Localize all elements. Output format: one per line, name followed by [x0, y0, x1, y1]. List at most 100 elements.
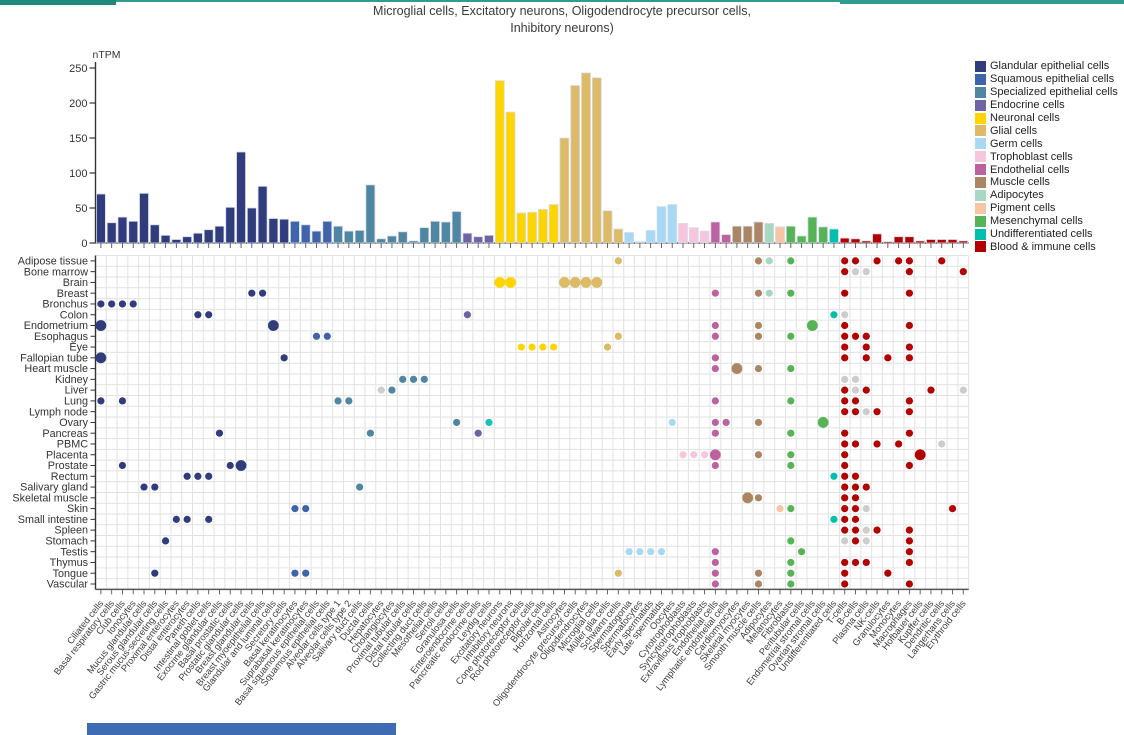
- expression-dot[interactable]: [841, 515, 849, 523]
- bar[interactable]: [440, 221, 451, 244]
- expression-dot[interactable]: [905, 580, 913, 588]
- expression-dot[interactable]: [862, 408, 870, 416]
- bar[interactable]: [516, 212, 527, 244]
- expression-dot[interactable]: [323, 332, 331, 340]
- expression-dot[interactable]: [647, 548, 655, 556]
- expression-dot[interactable]: [873, 257, 881, 265]
- expression-dot[interactable]: [851, 386, 860, 394]
- expression-dot[interactable]: [959, 268, 967, 276]
- expression-dot[interactable]: [851, 483, 860, 491]
- expression-dot[interactable]: [817, 417, 829, 428]
- expression-dot[interactable]: [905, 268, 913, 276]
- bar[interactable]: [408, 240, 419, 244]
- bar[interactable]: [710, 221, 721, 244]
- bar[interactable]: [376, 238, 387, 244]
- bar[interactable]: [117, 216, 128, 244]
- expression-dot[interactable]: [841, 354, 849, 362]
- bar[interactable]: [354, 229, 365, 244]
- bar[interactable]: [581, 72, 591, 244]
- bar[interactable]: [807, 216, 818, 244]
- expression-dot[interactable]: [235, 460, 247, 471]
- expression-dot[interactable]: [194, 472, 202, 480]
- expression-dot[interactable]: [453, 418, 461, 427]
- expression-dot[interactable]: [862, 504, 870, 513]
- expression-dot[interactable]: [711, 354, 719, 362]
- expression-dot[interactable]: [118, 397, 127, 405]
- expression-dot[interactable]: [862, 354, 870, 362]
- expression-dot[interactable]: [709, 449, 721, 461]
- expression-dot[interactable]: [356, 483, 364, 491]
- expression-dot[interactable]: [151, 569, 159, 577]
- expression-dot[interactable]: [841, 289, 849, 297]
- expression-dot[interactable]: [711, 429, 719, 437]
- expression-dot[interactable]: [754, 321, 763, 330]
- bar[interactable]: [742, 225, 753, 244]
- expression-dot[interactable]: [841, 343, 849, 351]
- bar[interactable]: [333, 225, 343, 244]
- bar[interactable]: [236, 151, 246, 244]
- expression-dot[interactable]: [938, 257, 946, 265]
- expression-dot[interactable]: [905, 289, 913, 297]
- expression-dot[interactable]: [905, 548, 913, 556]
- expression-dot[interactable]: [841, 558, 849, 567]
- expression-dot[interactable]: [841, 440, 849, 448]
- expression-dot[interactable]: [754, 494, 763, 502]
- expression-dot[interactable]: [580, 277, 592, 288]
- bar[interactable]: [602, 210, 613, 244]
- bar[interactable]: [882, 241, 893, 244]
- expression-dot[interactable]: [830, 515, 838, 523]
- expression-dot[interactable]: [505, 277, 516, 288]
- bar[interactable]: [591, 77, 602, 244]
- bar[interactable]: [624, 232, 635, 244]
- expression-dot[interactable]: [841, 257, 849, 265]
- expression-dot[interactable]: [754, 418, 763, 427]
- expression-dot[interactable]: [754, 289, 763, 297]
- expression-dot[interactable]: [851, 332, 860, 340]
- expression-dot[interactable]: [841, 429, 849, 437]
- expression-dot[interactable]: [862, 386, 870, 394]
- expression-dot[interactable]: [517, 343, 525, 351]
- expression-dot[interactable]: [161, 537, 170, 545]
- expression-dot[interactable]: [851, 515, 860, 523]
- expression-dot[interactable]: [485, 418, 493, 427]
- bar[interactable]: [688, 227, 699, 244]
- expression-dot[interactable]: [851, 504, 860, 513]
- bar[interactable]: [527, 211, 537, 244]
- expression-dot[interactable]: [895, 257, 903, 265]
- expression-dot[interactable]: [711, 558, 719, 567]
- bar[interactable]: [160, 234, 171, 244]
- bar[interactable]: [268, 218, 279, 244]
- expression-dot[interactable]: [636, 548, 644, 556]
- bar[interactable]: [193, 232, 203, 244]
- expression-dot[interactable]: [291, 569, 299, 577]
- expression-dot[interactable]: [754, 451, 763, 459]
- bar[interactable]: [915, 240, 926, 244]
- expression-dot[interactable]: [873, 408, 881, 416]
- expression-dot[interactable]: [97, 397, 105, 405]
- expression-dot[interactable]: [312, 332, 321, 340]
- expression-dot[interactable]: [797, 548, 806, 556]
- bar[interactable]: [753, 221, 764, 244]
- expression-dot[interactable]: [841, 569, 849, 577]
- bar[interactable]: [419, 227, 430, 244]
- expression-dot[interactable]: [194, 311, 202, 319]
- expression-dot[interactable]: [205, 472, 213, 480]
- expression-dot[interactable]: [754, 364, 763, 373]
- expression-dot[interactable]: [905, 429, 913, 437]
- expression-dot[interactable]: [172, 515, 180, 523]
- bar[interactable]: [505, 111, 516, 244]
- expression-dot[interactable]: [711, 580, 719, 588]
- expression-dot[interactable]: [399, 375, 407, 383]
- bar[interactable]: [634, 241, 645, 244]
- bar[interactable]: [796, 235, 807, 244]
- expression-dot[interactable]: [787, 537, 795, 545]
- expression-dot[interactable]: [787, 504, 795, 513]
- expression-dot[interactable]: [905, 321, 913, 330]
- expression-dot[interactable]: [841, 504, 849, 513]
- expression-dot[interactable]: [851, 408, 860, 416]
- expression-dot[interactable]: [851, 397, 860, 405]
- bar[interactable]: [775, 226, 785, 244]
- expression-dot[interactable]: [841, 386, 849, 394]
- bar[interactable]: [732, 225, 742, 244]
- bar[interactable]: [203, 229, 214, 244]
